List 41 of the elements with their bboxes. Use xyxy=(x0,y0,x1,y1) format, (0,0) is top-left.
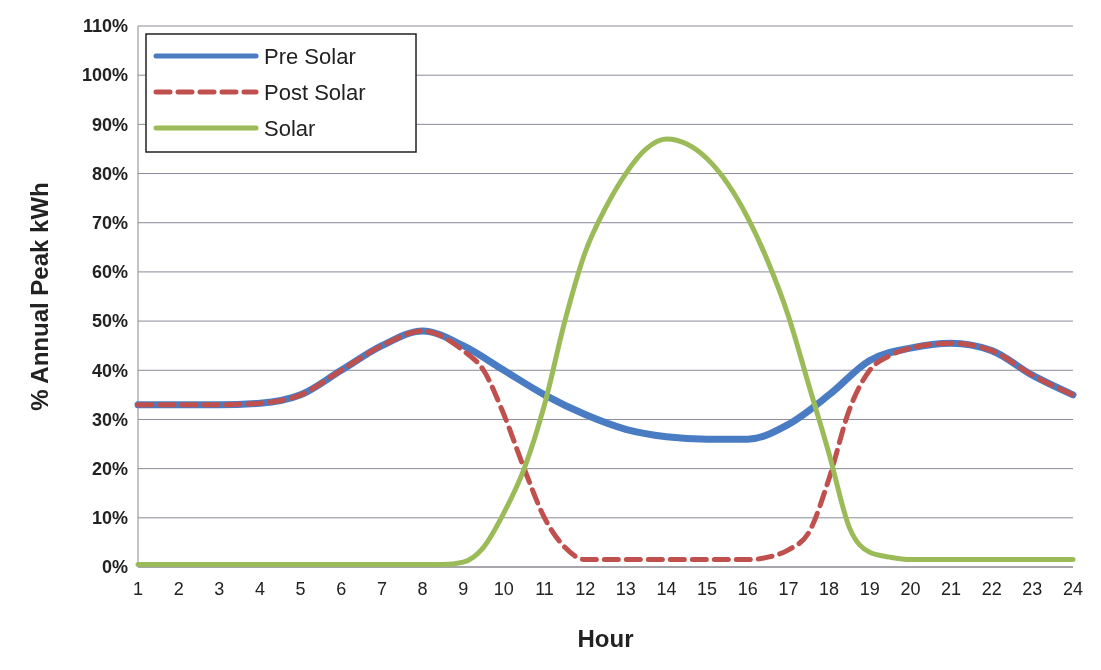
x-tick-label: 1 xyxy=(132,579,144,599)
x-tick-label: 11 xyxy=(535,579,554,599)
x-tick-label: 10 xyxy=(493,579,514,599)
x-tick-label: 8 xyxy=(417,579,428,599)
x-tick-label: 3 xyxy=(214,579,225,599)
y-tick-label: 60% xyxy=(91,262,128,283)
y-tick-label: 40% xyxy=(91,360,128,381)
x-tick-label: 19 xyxy=(859,579,880,599)
x-tick-label: 23 xyxy=(1022,579,1043,599)
x-tick-label: 16 xyxy=(737,579,758,599)
x-tick-label: 12 xyxy=(575,579,596,599)
x-tick-label: 2 xyxy=(173,579,184,599)
y-tick-label: 0% xyxy=(101,557,128,578)
x-tick-label: 4 xyxy=(254,579,265,599)
x-tick-label: 7 xyxy=(376,579,387,599)
y-tick-label: 30% xyxy=(91,409,128,430)
x-tick-label: 6 xyxy=(336,579,347,599)
x-tick-label: 24 xyxy=(1062,579,1084,599)
x-tick-label: 9 xyxy=(458,579,469,599)
x-tick-label: 20 xyxy=(900,579,921,599)
y-tick-label: 50% xyxy=(91,311,128,332)
x-tick-label: 18 xyxy=(819,579,840,599)
x-tick-label: 14 xyxy=(656,579,677,599)
x-axis-title: Hour xyxy=(577,625,634,652)
x-tick-label: 15 xyxy=(697,579,718,599)
y-tick-label: 90% xyxy=(91,114,128,135)
legend-label: Post Solar xyxy=(264,79,366,105)
y-tick-label: 70% xyxy=(91,213,128,234)
x-tick-label: 5 xyxy=(295,579,306,599)
y-tick-label: 110% xyxy=(82,16,128,37)
y-axis-title: % Annual Peak kWh xyxy=(26,182,53,411)
y-tick-label: 100% xyxy=(81,65,128,86)
legend-label: Solar xyxy=(264,115,316,141)
x-tick-label: 13 xyxy=(615,579,636,599)
x-tick-label: 22 xyxy=(981,579,1002,599)
x-tick-label: 21 xyxy=(941,579,962,599)
y-tick-label: 80% xyxy=(91,163,128,184)
y-tick-label: 10% xyxy=(91,508,128,529)
legend-label: Pre Solar xyxy=(264,43,356,69)
y-tick-label: 20% xyxy=(91,458,128,479)
x-tick-label: 17 xyxy=(778,579,799,599)
